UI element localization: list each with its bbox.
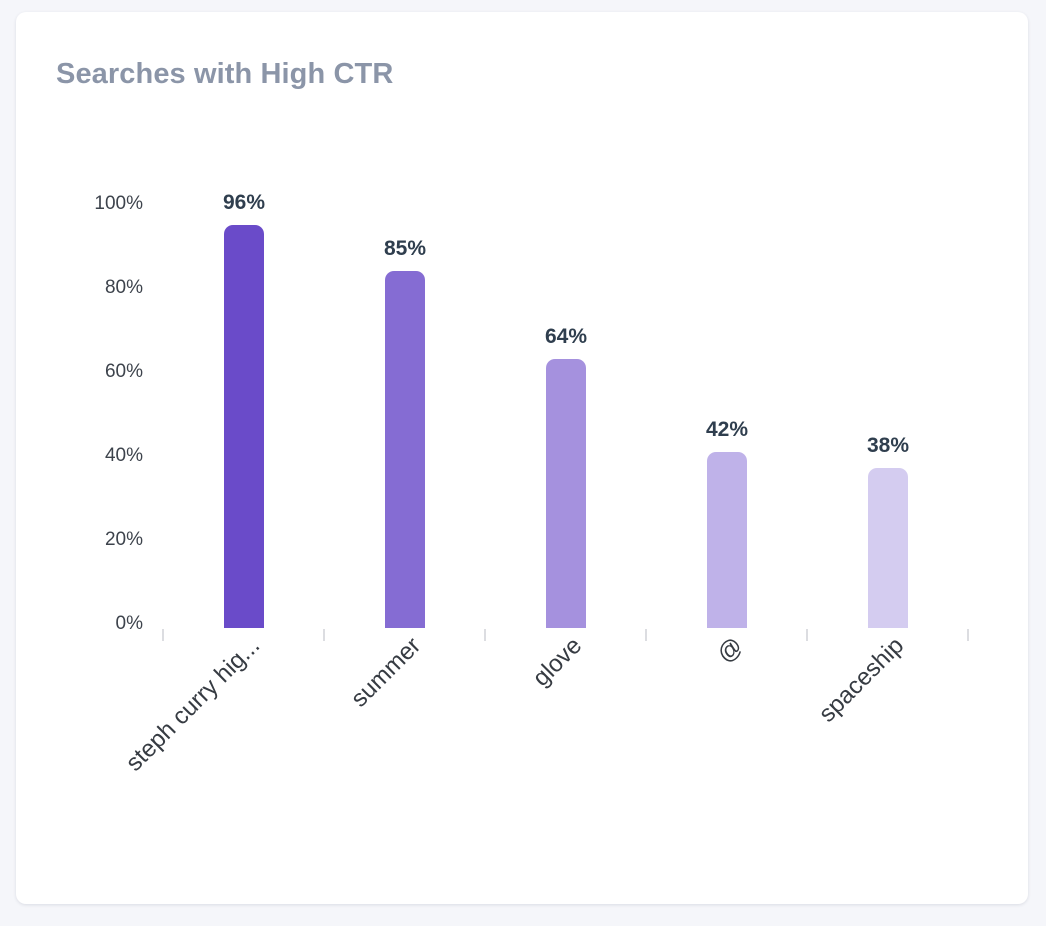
bar-value-label: 64%	[544, 325, 588, 348]
bar-chart: 0% 20% 40% 60% 80% 100% 96% steph curry h…	[16, 12, 1028, 904]
bar[interactable]	[546, 359, 586, 628]
chart-title: Searches with High CTR	[56, 58, 394, 90]
x-tick-mark	[484, 629, 486, 641]
y-tick-label: 0%	[115, 613, 143, 634]
bar[interactable]	[707, 452, 747, 628]
x-category-label: steph curry hig...	[120, 632, 266, 777]
y-tick-label: 20%	[104, 529, 143, 550]
y-tick-label: 40%	[104, 445, 143, 466]
x-category-label: @	[711, 632, 749, 669]
x-category-label: spaceship	[813, 632, 910, 728]
x-tick-mark	[645, 629, 647, 641]
bar[interactable]	[868, 468, 908, 628]
chart-card: Searches with High CTR 0% 20% 40% 60% 80…	[16, 12, 1028, 904]
y-tick-label: 80%	[104, 277, 143, 298]
bar[interactable]	[385, 271, 425, 628]
bar-value-label: 42%	[705, 418, 749, 441]
x-category-label: glove	[527, 632, 588, 692]
bar[interactable]	[224, 225, 264, 628]
bar-value-label: 96%	[222, 191, 266, 214]
x-tick-mark	[806, 629, 808, 641]
y-tick-label: 100%	[94, 193, 143, 214]
x-category-label: summer	[345, 632, 427, 713]
x-tick-mark	[162, 629, 164, 641]
y-tick-label: 60%	[104, 361, 143, 382]
bar-value-label: 85%	[383, 237, 427, 260]
bar-value-label: 38%	[866, 434, 910, 457]
x-tick-mark	[967, 629, 969, 641]
x-tick-mark	[323, 629, 325, 641]
